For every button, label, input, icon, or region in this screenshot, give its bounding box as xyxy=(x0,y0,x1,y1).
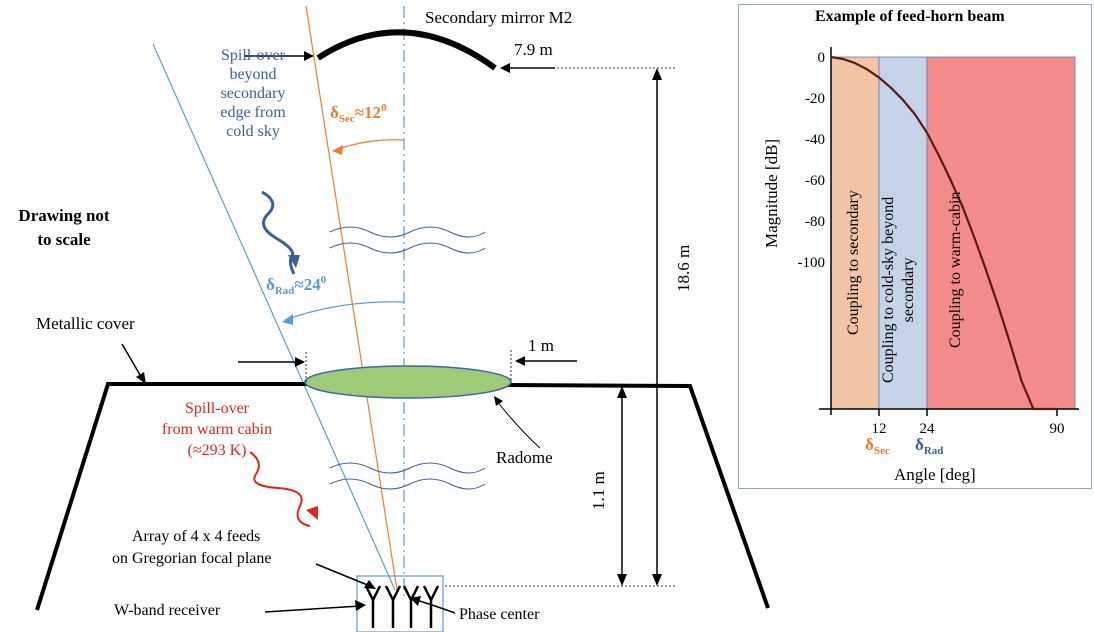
region-label-secondary: Coupling to secondary xyxy=(845,190,862,335)
radome-leader xyxy=(495,399,541,449)
delta-sec-tick-label: δSec xyxy=(865,435,890,457)
spill-warm-label: Spill-over from warm cabin (≈293 K) xyxy=(161,400,273,459)
secondary-mirror xyxy=(316,29,497,71)
y-tick-label: -20 xyxy=(805,91,825,107)
radome-label: Radome xyxy=(496,448,553,467)
feed-horns xyxy=(364,585,440,628)
spill-sky-line-2: beyond xyxy=(229,66,277,83)
delta-sec-arc xyxy=(334,139,405,151)
phase-center-leader xyxy=(415,599,456,614)
delta-rad-arc xyxy=(284,301,405,321)
ray-delta-rad xyxy=(152,43,396,591)
spill-sky-label: Spill-over beyond secondary edge from co… xyxy=(198,46,308,141)
array-label: Array of 4 x 4 feeds on Gregorian focal … xyxy=(112,528,272,567)
phase-center-label: Phase center xyxy=(459,606,540,623)
delta-rad-tick-label: δRad xyxy=(915,435,944,457)
height-total-label: 18.6 m xyxy=(674,244,693,292)
x-axis-label: Angle [deg] xyxy=(894,465,976,484)
region-0 xyxy=(830,56,880,410)
radome-ellipse xyxy=(304,365,512,399)
metallic-cover-leader xyxy=(121,343,144,381)
region-2 xyxy=(926,56,1076,410)
chart-title: Example of feed-horn beam xyxy=(815,8,1005,25)
region-label-cold-sky: Coupling to cold-sky beyond secondary xyxy=(880,196,917,383)
mirror-width-label: 7.9 m xyxy=(514,40,553,59)
y-tick-label: -40 xyxy=(805,132,825,148)
receiver-leader xyxy=(264,605,361,613)
feed-horn-beam-panel: Example of feed-horn beam 0 -20 -40 -60 -80 -… xyxy=(738,4,1092,489)
array-leader xyxy=(315,563,371,587)
y-tick-label: -80 xyxy=(805,214,825,230)
secondary-mirror-label: Secondary mirror M2 xyxy=(425,8,573,27)
y-tick-label: -100 xyxy=(798,255,826,271)
spill-sky-line-3: secondary xyxy=(220,85,286,102)
path-break-upper xyxy=(329,226,486,254)
beam-pattern-line xyxy=(830,55,1057,411)
ray-delta-sec xyxy=(305,5,398,591)
sky-spill-squiggle xyxy=(261,190,296,275)
region-1 xyxy=(878,56,928,410)
y-tick-label: 0 xyxy=(818,50,826,66)
x-tick-label: 12 xyxy=(872,421,887,437)
y-tick-label: -60 xyxy=(805,173,825,189)
y-axis-label: Magnitude [dB] xyxy=(762,138,781,248)
delta-rad-label: δRad≈240 xyxy=(266,274,327,297)
x-tick-label: 90 xyxy=(1050,421,1065,437)
warm-spill-squiggle xyxy=(249,451,311,527)
beam-chart: 0 -20 -40 -60 -80 -100 12 24 90 xyxy=(798,47,1079,437)
delta-sec-label: δSec≈120 xyxy=(330,102,387,125)
radome-width-label: 1 m xyxy=(528,336,554,355)
region-label-warm-cabin: Coupling to warm-cabin xyxy=(947,191,964,348)
spill-sky-line-5: cold sky xyxy=(226,123,280,140)
receiver-label: W-band receiver xyxy=(114,602,221,619)
height-cabin-label: 1.1 m xyxy=(589,471,608,510)
metallic-cover-label: Metallic cover xyxy=(36,314,135,333)
spill-sky-line-1: Spill-over xyxy=(221,47,285,64)
not-to-scale-note: Drawing not to scale xyxy=(18,206,110,249)
spill-sky-line-4: edge from xyxy=(220,104,286,121)
metallic-cover xyxy=(35,382,307,611)
x-tick-label: 24 xyxy=(920,421,936,437)
path-break-lower xyxy=(329,462,486,490)
